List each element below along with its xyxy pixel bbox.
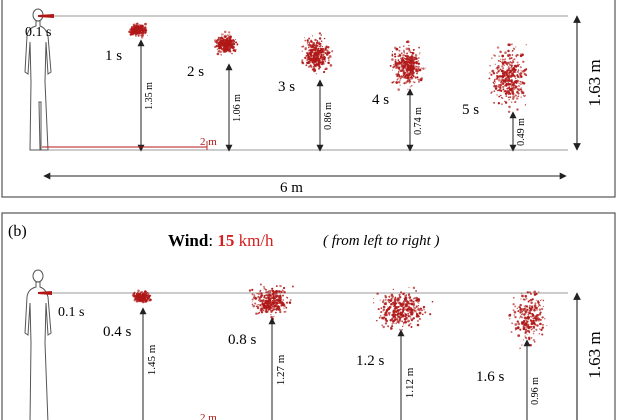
height-label-a-5: 0.49 m bbox=[516, 118, 527, 146]
mouth-jet-b bbox=[38, 291, 52, 295]
droplet-cloud-a-3 bbox=[301, 32, 334, 75]
wind-title: Wind: 15 km/h bbox=[168, 231, 274, 250]
wind-word: Wind bbox=[168, 231, 209, 250]
time-label-a-1: 1 s bbox=[105, 48, 122, 64]
wind-colon: : bbox=[208, 231, 213, 250]
mouth-jet-a bbox=[38, 14, 54, 18]
height-label-b-2: 1.27 m bbox=[275, 354, 287, 385]
time-label-a-3: 3 s bbox=[278, 79, 295, 95]
person-height-label-a: 1.63 m bbox=[585, 59, 604, 106]
height-label-a-4: 0.74 m bbox=[413, 107, 424, 135]
droplet-cloud-a-5 bbox=[488, 43, 528, 114]
droplet-cloud-a-1 bbox=[128, 22, 149, 39]
height-arrows-b bbox=[139, 307, 531, 420]
wind-speed: 15 bbox=[217, 231, 234, 250]
droplet-cloud-b-2 bbox=[248, 283, 294, 321]
panel-b-frame bbox=[1, 212, 616, 420]
droplet-cloud-b-4 bbox=[508, 290, 548, 350]
droplet-cloud-b-3 bbox=[373, 286, 434, 331]
time-label-a-5: 5 s bbox=[462, 102, 479, 118]
time-label-first-b: 0.1 s bbox=[58, 305, 84, 320]
height-label-a-3: 0.86 m bbox=[323, 102, 334, 130]
time-label-b-3: 1.2 s bbox=[356, 353, 385, 369]
time-label-b-4: 1.6 s bbox=[476, 369, 505, 385]
distance-6m-label: 6 m bbox=[280, 180, 303, 196]
droplet-clouds-a bbox=[128, 22, 528, 114]
wind-direction-note: ( from left to right ) bbox=[323, 233, 440, 249]
time-label-first-a: 0.1 s bbox=[25, 25, 51, 40]
wind-unit: km/h bbox=[239, 231, 274, 250]
distance-2m-label-a: 2 m bbox=[200, 136, 217, 148]
droplet-clouds-b bbox=[131, 283, 548, 350]
droplet-cloud-a-2 bbox=[213, 30, 239, 56]
panel-b: (b) Wind: 15 km/h ( from left to right )… bbox=[1, 212, 616, 420]
height-label-b-1: 1.45 m bbox=[146, 344, 158, 375]
time-label-a-2: 2 s bbox=[187, 64, 204, 80]
distance-2m-label-b: 2 m bbox=[200, 412, 217, 420]
person-height-label-b: 1.63 m bbox=[585, 331, 604, 378]
time-label-a-4: 4 s bbox=[372, 92, 389, 108]
panel-a-frame bbox=[1, 0, 616, 198]
time-label-b-2: 0.8 s bbox=[228, 332, 257, 348]
height-label-a-1: 1.35 m bbox=[144, 82, 155, 110]
panel-a: 0.1 s 1 s 2 s 3 s 4 s 5 s 1.35 m 1.06 m … bbox=[1, 0, 616, 198]
height-label-a-2: 1.06 m bbox=[232, 94, 243, 122]
droplet-cloud-a-4 bbox=[389, 40, 427, 91]
height-label-b-4: 0.96 m bbox=[530, 377, 541, 405]
height-label-b-3: 1.12 m bbox=[404, 367, 416, 398]
panel-b-label: (b) bbox=[8, 223, 27, 240]
droplet-cloud-b-1 bbox=[131, 289, 152, 304]
height-arrows-a bbox=[137, 39, 517, 152]
time-label-b-1: 0.4 s bbox=[103, 324, 132, 340]
